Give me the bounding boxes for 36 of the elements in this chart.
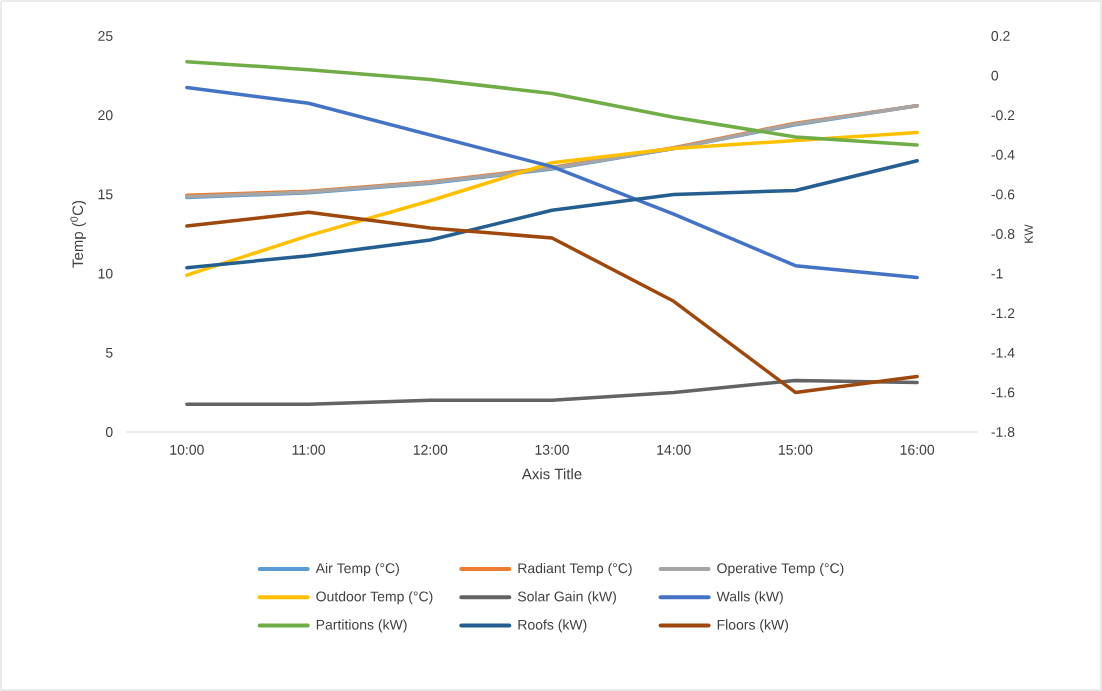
y2-tick-label: 0.2 (991, 31, 1010, 41)
y2-tick-label: -1.6 (991, 387, 1015, 398)
legend-label: Solar Gain (kW) (517, 591, 616, 605)
y2-tick-label: -1.8 (991, 427, 1015, 437)
legend-label: Walls (kW) (716, 591, 783, 605)
x-tick-label: 13:00 (535, 444, 569, 455)
y2-axis-title: KW (1024, 224, 1033, 243)
y-tick-label: 10 (98, 268, 113, 279)
legend-label: Roofs (kW) (518, 619, 587, 633)
y-tick-label: 20 (98, 110, 113, 121)
y2-tick-label: -0.6 (991, 189, 1015, 200)
legend-label: Partitions (kW) (316, 619, 407, 633)
y2-tick-label: -0.8 (991, 229, 1015, 239)
y-tick-label: 5 (105, 347, 113, 358)
legend-label: Floors (kW) (717, 619, 789, 633)
legend-label: Radiant Temp (°C) (518, 562, 632, 576)
x-axis-title: Axis Title (521, 468, 582, 480)
x-tick-label: 14:00 (657, 444, 691, 455)
y-tick-label: 15 (98, 189, 113, 200)
y-axis-title: Temp ($^{0}$C) (70, 200, 87, 268)
y-tick-label: 0 (105, 427, 113, 437)
y-tick-label: 25 (98, 31, 113, 41)
x-tick-label: 11:00 (292, 444, 326, 455)
x-tick-label: 15:00 (778, 444, 813, 455)
legend-label: Outdoor Temp (°C) (316, 591, 433, 605)
y2-tick-label: -0.4 (991, 149, 1015, 160)
legend-label: Operative Temp (°C) (717, 562, 844, 576)
y2-tick-label: -1.2 (991, 308, 1015, 319)
legend-label: Air Temp (°C) (315, 562, 399, 576)
y2-tick-label: -1.4 (991, 347, 1015, 358)
x-tick-label: 12:00 (413, 444, 448, 455)
y2-tick-label: 0 (991, 70, 999, 81)
y2-tick-label: -1 (991, 268, 1003, 279)
x-tick-label: 10:00 (170, 444, 204, 455)
x-tick-label: 16:00 (900, 444, 935, 455)
y2-tick-label: -0.2 (991, 110, 1015, 121)
